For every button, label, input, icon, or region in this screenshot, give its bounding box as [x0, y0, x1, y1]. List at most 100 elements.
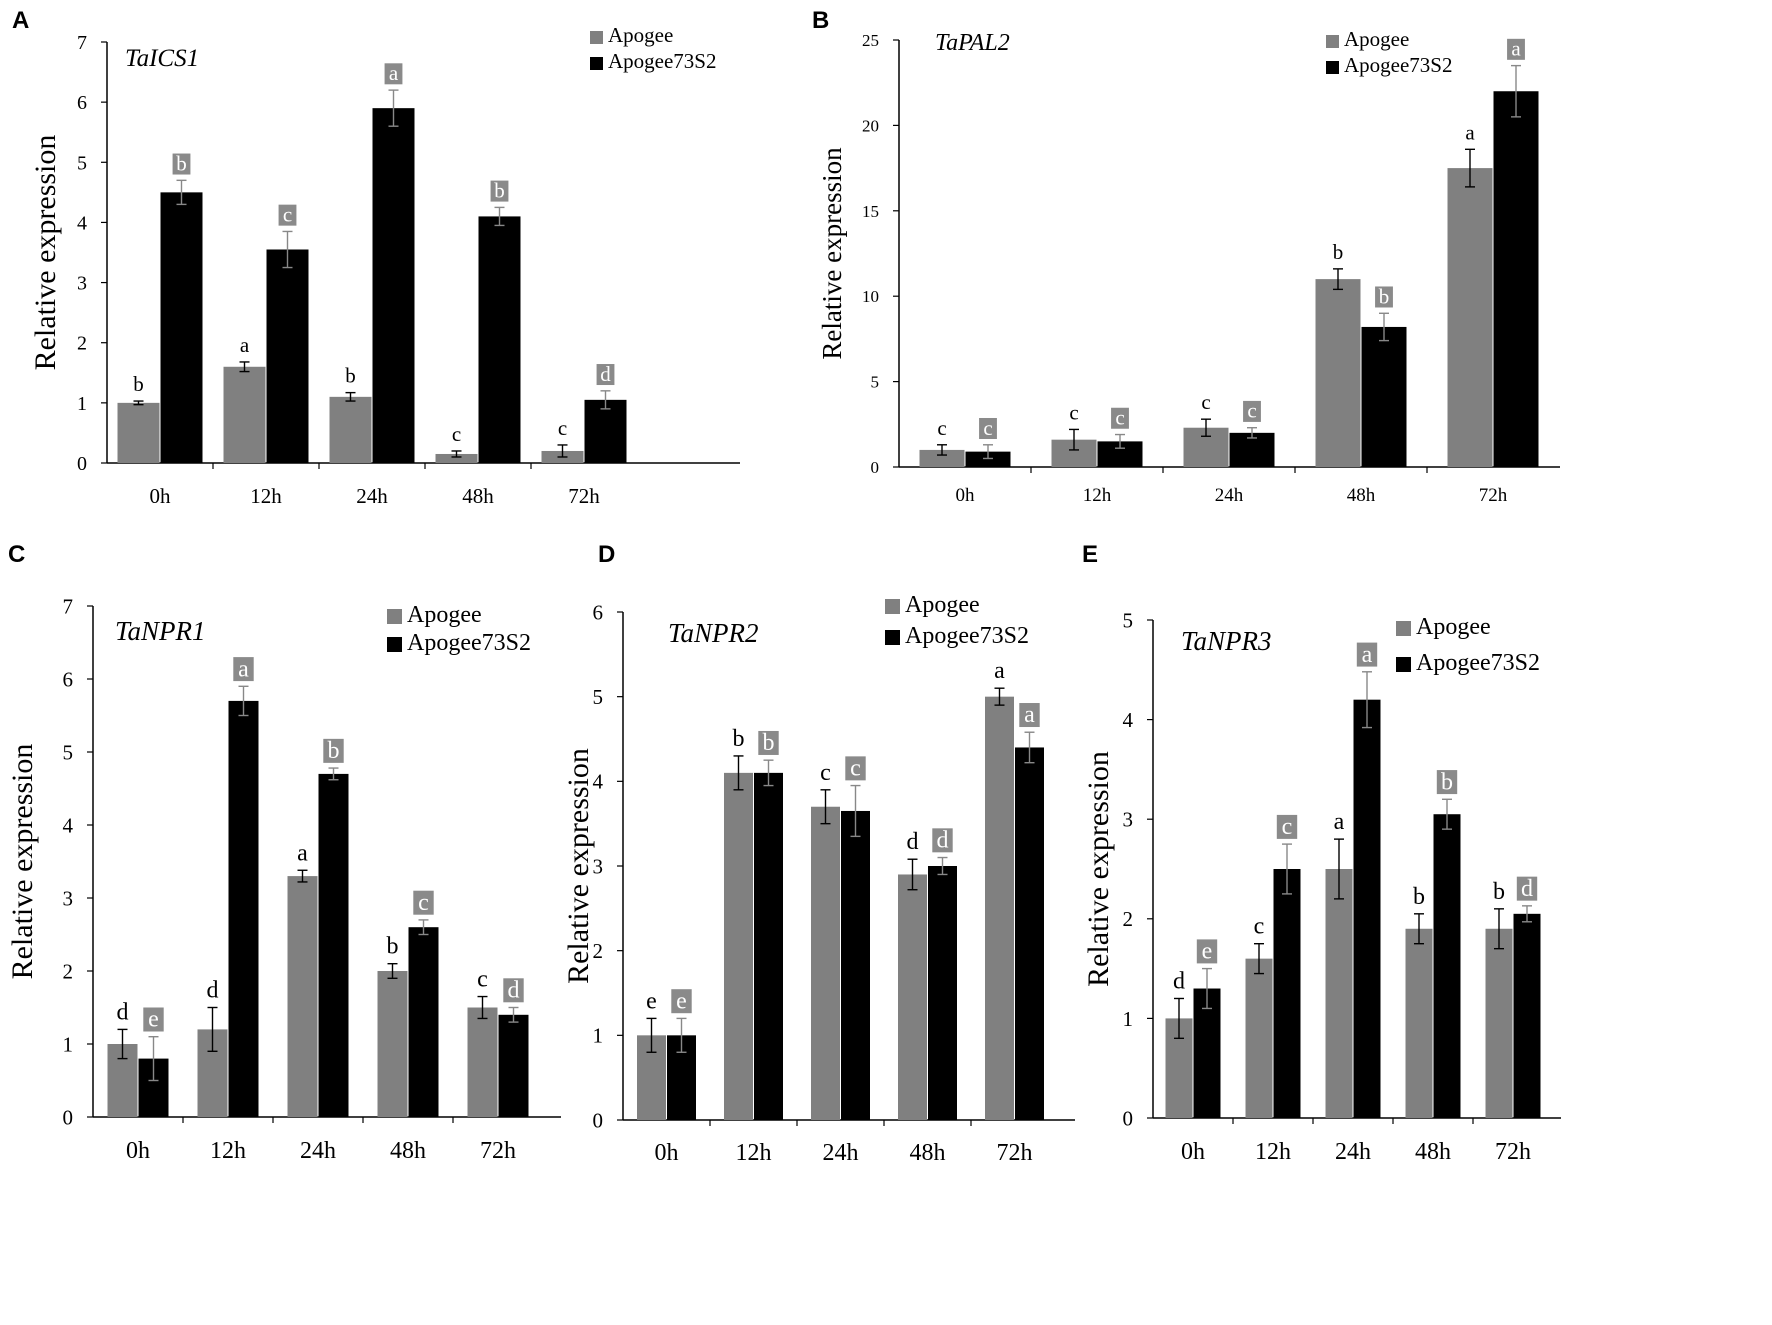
x-tick-label: 0h — [655, 1140, 679, 1166]
significance-letter: a — [1362, 642, 1373, 668]
significance-letter: d — [1173, 968, 1185, 994]
letter-badge — [278, 204, 297, 226]
panel-letter: E — [1082, 541, 1098, 568]
x-tick-label: 12h — [1255, 1139, 1291, 1165]
significance-letter: d — [117, 999, 129, 1025]
x-tick-label: 0h — [1181, 1139, 1205, 1165]
y-tick-label: 10 — [862, 287, 879, 306]
bar-apogee73s2-12h — [1273, 869, 1301, 1118]
y-tick-label: 3 — [1123, 808, 1134, 832]
x-tick-label: 72h — [1479, 485, 1508, 506]
y-axis-label: Relative expression — [562, 748, 595, 984]
y-tick-label: 3 — [63, 886, 74, 910]
panel-letter: C — [8, 541, 25, 568]
letter-badge — [596, 364, 615, 386]
x-tick-label: 72h — [480, 1138, 516, 1164]
bar-apogee73s2-24h — [1353, 699, 1381, 1118]
bar-apogee-48h — [1315, 279, 1361, 467]
bar-apogee-72h — [1447, 168, 1493, 467]
letter-badge — [323, 738, 344, 763]
bar-apogee73s2-48h — [1433, 814, 1461, 1118]
bar-apogee73s2-72h — [1015, 747, 1044, 1120]
legend-label: Apogee73S2 — [1344, 53, 1453, 77]
letter-badge — [1019, 703, 1040, 728]
y-tick-label: 4 — [63, 813, 74, 837]
y-axis-label: Relative expression — [29, 135, 62, 371]
significance-letter: c — [1069, 400, 1078, 424]
bar-apogee-72h — [1485, 928, 1513, 1118]
x-tick-label: 48h — [1415, 1139, 1451, 1165]
y-tick-label: 0 — [63, 1105, 74, 1129]
y-tick-label: 4 — [77, 212, 87, 234]
bar-apogee73s2-48h — [928, 866, 957, 1120]
x-tick-label: 24h — [1215, 485, 1244, 506]
bar-apogee73s2-0h — [1193, 988, 1221, 1118]
significance-letter: a — [389, 61, 399, 85]
y-tick-label: 15 — [862, 202, 879, 221]
significance-letter: b — [345, 364, 356, 388]
legend-label: Apogee73S2 — [905, 623, 1029, 649]
letter-badge — [1356, 642, 1378, 667]
panel-letter: B — [812, 7, 829, 34]
y-tick-label: 1 — [77, 393, 87, 415]
significance-letter: a — [1334, 809, 1345, 835]
x-tick-label: 24h — [300, 1138, 336, 1164]
bar-apogee73s2-72h — [1513, 913, 1541, 1118]
letter-badge — [1111, 407, 1129, 429]
legend-label: Apogee — [905, 592, 980, 618]
x-tick-label: 24h — [1335, 1139, 1371, 1165]
significance-letter: c — [1115, 406, 1124, 430]
legend-label: Apogee — [608, 23, 673, 47]
significance-letter: e — [676, 988, 687, 1014]
bar-apogee73s2-72h — [498, 1014, 529, 1117]
legend-swatch — [885, 599, 900, 614]
legend-swatch — [590, 57, 603, 70]
chart-panel-d: D 0 1 2 3 4 5 6 Relative expression TaNPR2 Apogee A… — [562, 541, 1075, 1166]
legend-swatch — [885, 630, 900, 645]
significance-letter: c — [418, 890, 429, 916]
legend-swatch — [1396, 657, 1411, 672]
bar-apogee-12h — [223, 366, 266, 463]
letter-badge — [384, 63, 403, 85]
letter-badge — [1276, 814, 1298, 839]
legend-swatch — [1396, 621, 1411, 636]
y-tick-label: 25 — [862, 31, 879, 50]
y-axis-label: Relative expression — [6, 744, 39, 980]
x-tick-label: 12h — [210, 1138, 246, 1164]
significance-letter: c — [1282, 814, 1293, 840]
significance-letter: b — [1413, 884, 1425, 910]
bar-apogee-24h — [329, 396, 372, 463]
significance-letter: b — [133, 372, 144, 396]
y-tick-label: 7 — [63, 594, 74, 618]
significance-letter: d — [937, 828, 949, 854]
significance-letter: c — [477, 967, 488, 993]
y-tick-label: 6 — [63, 667, 74, 691]
y-tick-label: 3 — [593, 854, 604, 878]
letter-badge — [1436, 770, 1458, 795]
y-tick-label: 5 — [1123, 608, 1134, 632]
bar-apogee73s2-0h — [160, 192, 203, 463]
chart-panel-b: B 0 5 10 15 20 25 Relative expression TaPAL2 Apog… — [812, 7, 1560, 506]
significance-letter: e — [1202, 939, 1213, 965]
significance-letter: c — [820, 760, 831, 786]
letter-badge — [1196, 939, 1218, 964]
bar-apogee-0h — [117, 402, 160, 463]
letter-badge — [233, 657, 254, 682]
x-tick-label: 12h — [250, 484, 282, 508]
bar-apogee73s2-12h — [228, 700, 259, 1117]
bar-apogee-48h — [898, 874, 927, 1120]
bar-apogee-48h — [435, 453, 478, 463]
bar-apogee-72h — [467, 1007, 498, 1117]
y-tick-label: 4 — [1123, 708, 1134, 732]
significance-letter: c — [283, 202, 292, 226]
significance-letter: a — [297, 840, 308, 866]
x-tick-label: 48h — [1347, 485, 1376, 506]
x-tick-label: 0h — [956, 485, 976, 506]
y-tick-label: 1 — [63, 1032, 74, 1056]
significance-letter: b — [387, 934, 399, 960]
significance-letter: b — [1441, 769, 1453, 795]
y-tick-label: 5 — [593, 685, 604, 709]
significance-letter: b — [1333, 240, 1344, 264]
significance-letter: a — [994, 658, 1005, 684]
chart-panel-e: E 0 1 2 3 4 5 Relative expression TaNPR3 Apogee Ap… — [1082, 541, 1561, 1165]
